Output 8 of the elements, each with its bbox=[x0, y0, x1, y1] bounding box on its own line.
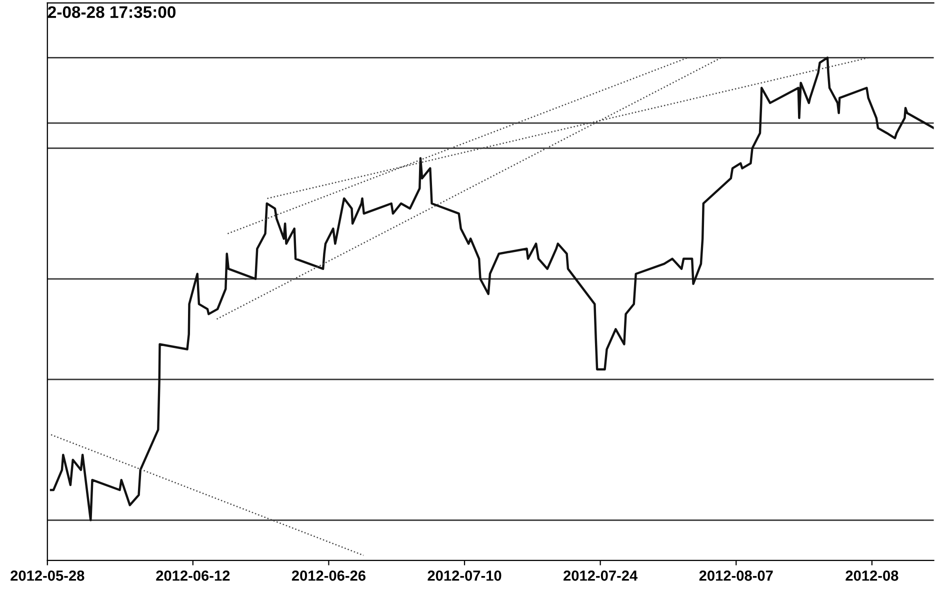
x-tick-label: 2012-08-07 bbox=[699, 570, 773, 581]
x-tick-label: 2012-08 bbox=[846, 570, 898, 581]
text: 2-08-28 17:35:00 bbox=[48, 6, 176, 18]
x-tick-label: 2012-05-28 bbox=[10, 570, 84, 581]
x-tick-label: 2012-06-12 bbox=[156, 570, 230, 581]
x-tick-label: 2012-06-26 bbox=[292, 570, 366, 581]
x-tick-label: 2012-07-24 bbox=[564, 570, 638, 581]
x-tick-label: 2012-07-10 bbox=[428, 570, 502, 581]
